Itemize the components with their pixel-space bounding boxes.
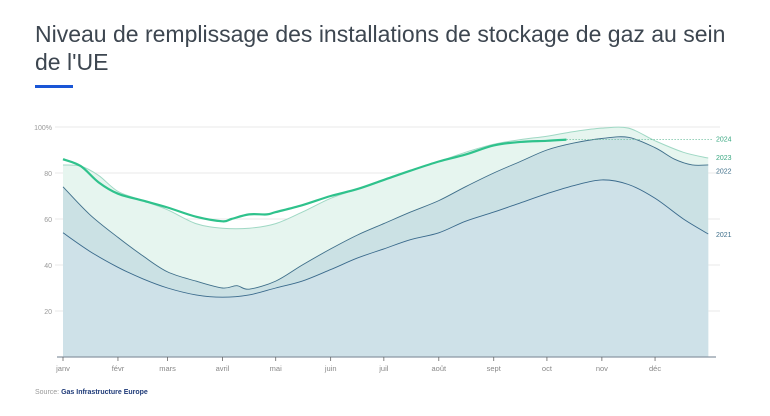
- x-tick-label: janv: [55, 364, 70, 373]
- area-2021: [63, 179, 709, 357]
- y-tick-label: 60: [44, 217, 52, 224]
- y-tick-label: 100%: [34, 125, 52, 132]
- series-label-2022: 2022: [716, 169, 732, 176]
- line-2024: [62, 138, 567, 223]
- x-tick-label: juin: [324, 364, 337, 373]
- x-tick-label: févr: [112, 364, 125, 373]
- source-label: Source:: [35, 389, 60, 396]
- source-link[interactable]: Gas Infrastructure Europe: [61, 389, 148, 396]
- x-tick-label: déc: [649, 364, 661, 373]
- y-tick-label: 80: [44, 171, 52, 178]
- x-tick-label: août: [431, 364, 447, 373]
- x-tick-label: mars: [159, 364, 176, 373]
- y-tick-label: 40: [44, 263, 52, 270]
- x-tick-label: mai: [270, 364, 282, 373]
- x-tick-label: oct: [542, 364, 553, 373]
- x-tick-label: sept: [487, 364, 502, 373]
- source-line: Source: Gas Infrastructure Europe: [35, 389, 148, 396]
- chart-title: Niveau de remplissage des installations …: [35, 21, 726, 75]
- series-label-2023: 2023: [716, 155, 732, 162]
- series-label-2021: 2021: [716, 232, 732, 239]
- x-tick-label: nov: [596, 364, 608, 373]
- line-2021: [62, 179, 709, 298]
- y-tick-label: 20: [44, 309, 52, 316]
- title-accent-bar: [35, 85, 73, 88]
- x-tick-label: juil: [378, 364, 389, 373]
- x-tick-label: avril: [216, 364, 230, 373]
- series-label-2024: 2024: [716, 137, 732, 144]
- line-2022: [62, 136, 709, 290]
